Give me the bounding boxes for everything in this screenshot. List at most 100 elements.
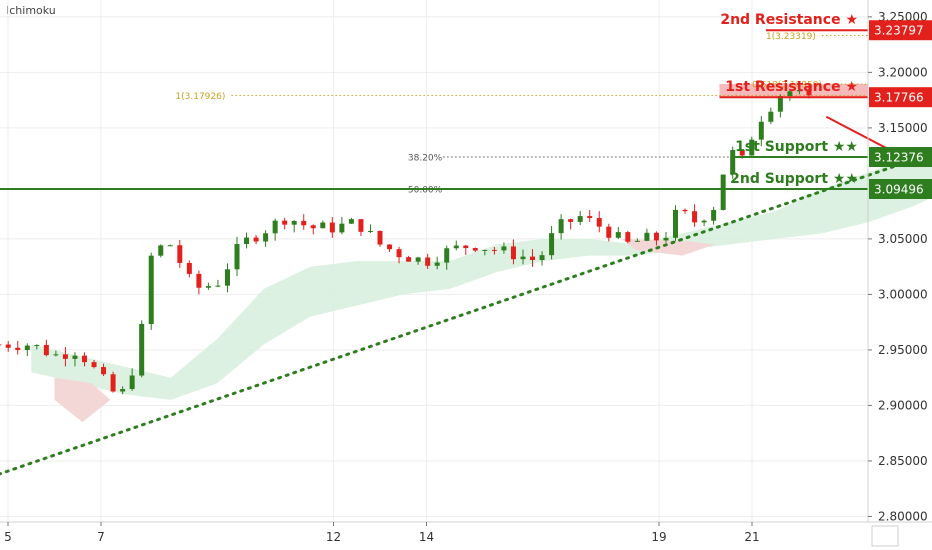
candle-body xyxy=(329,222,335,233)
candle-body xyxy=(224,269,230,286)
candle-body xyxy=(387,244,393,250)
price-badge-label: 3.23797 xyxy=(874,24,924,38)
candle-body xyxy=(644,232,650,241)
y-tick-label: 2.85000 xyxy=(878,454,928,468)
fib-label: 0.618(3.18959) xyxy=(752,80,822,90)
candle-body xyxy=(358,219,364,232)
ichimoku-cloud-red xyxy=(54,377,111,423)
candle-body xyxy=(739,150,745,156)
indicator-label: Ichimoku xyxy=(6,4,56,17)
candle-body xyxy=(701,220,707,223)
candle-body xyxy=(377,230,383,245)
candle-body xyxy=(62,354,68,359)
logo-box xyxy=(871,525,899,547)
candle-body xyxy=(81,355,87,363)
candle-body xyxy=(634,240,640,242)
candle-body xyxy=(91,362,97,368)
trendline xyxy=(0,151,932,476)
candle-body xyxy=(501,246,507,251)
price-badge-label: 3.12376 xyxy=(874,151,924,165)
candle-body xyxy=(711,209,717,221)
candle-body xyxy=(482,249,488,251)
candle-body xyxy=(244,237,250,245)
candle-body xyxy=(158,245,164,256)
price-badge-label: 3.09496 xyxy=(874,182,924,196)
candle-body xyxy=(339,223,345,233)
candle-body xyxy=(558,219,564,234)
candle-body xyxy=(282,220,288,225)
candle-body xyxy=(587,216,593,219)
candle-body xyxy=(196,273,202,288)
candle-body xyxy=(568,219,574,222)
y-tick-label: 3.00000 xyxy=(878,287,928,301)
candle-body xyxy=(0,344,2,346)
x-tick-label: 7 xyxy=(97,530,105,544)
candle-body xyxy=(472,248,478,251)
level-label: 1st Support ★★ xyxy=(735,139,858,155)
candle-body xyxy=(520,256,526,260)
candle-body xyxy=(539,255,545,261)
fib-label: 38.20% xyxy=(408,154,443,164)
candle-body xyxy=(625,232,631,242)
candle-body xyxy=(272,220,278,234)
candle-body xyxy=(396,249,402,258)
candle-body xyxy=(530,256,536,261)
candle-body xyxy=(167,245,173,247)
candle-body xyxy=(758,121,764,140)
candle-body xyxy=(110,374,116,392)
candle-body xyxy=(444,248,450,263)
price-badge-label: 3.17766 xyxy=(874,91,924,105)
price-badge xyxy=(869,20,932,41)
candle-body xyxy=(673,209,679,238)
candle-body xyxy=(24,345,30,350)
candle-body xyxy=(348,219,354,224)
candle-body xyxy=(720,174,726,210)
fib-label: 1(3.17926) xyxy=(175,92,225,102)
candle-body xyxy=(367,230,373,232)
x-tick-label: 5 xyxy=(4,530,12,544)
candle-body xyxy=(263,233,269,242)
candle-body xyxy=(253,237,259,242)
candle-body xyxy=(577,216,583,222)
candle-body xyxy=(463,245,469,249)
candle-body xyxy=(5,344,11,348)
candle-body xyxy=(434,262,440,266)
y-tick-label: 2.90000 xyxy=(878,398,928,412)
candle-body xyxy=(425,257,431,266)
price-badge xyxy=(869,178,932,199)
candle-body xyxy=(596,218,602,227)
candle-body xyxy=(806,90,812,96)
candle-body xyxy=(415,257,421,262)
y-tick-label: 3.20000 xyxy=(878,65,928,79)
level-label: 2nd Support ★★ xyxy=(730,171,858,187)
candle-body xyxy=(663,237,669,241)
price-badge xyxy=(869,87,932,108)
y-tick-label: 2.95000 xyxy=(878,343,928,357)
candle-body xyxy=(15,347,21,350)
candle-body xyxy=(215,285,221,287)
candle-body xyxy=(406,257,412,262)
x-tick-label: 12 xyxy=(326,530,341,544)
candle-body xyxy=(320,222,326,229)
candle-body xyxy=(787,91,793,97)
candle-body xyxy=(615,232,621,238)
candle-body xyxy=(129,375,135,390)
candle-body xyxy=(186,262,192,274)
candle-body xyxy=(34,344,40,346)
resistance-zone xyxy=(719,83,868,98)
candle-body xyxy=(120,389,126,392)
candle-body xyxy=(53,354,59,356)
candle-body xyxy=(234,244,240,270)
candle-body xyxy=(491,249,497,251)
candle-body xyxy=(310,225,316,229)
candle-body xyxy=(653,232,659,241)
y-tick-label: 3.15000 xyxy=(878,121,928,135)
fib-label: 1(3.23319) xyxy=(766,32,816,42)
candle-body xyxy=(177,245,183,263)
candle-body xyxy=(730,150,736,175)
candle-body xyxy=(749,139,755,156)
candle-body xyxy=(43,344,49,356)
x-tick-label: 19 xyxy=(651,530,666,544)
level-label: 1st Resistance ★ xyxy=(725,79,858,95)
